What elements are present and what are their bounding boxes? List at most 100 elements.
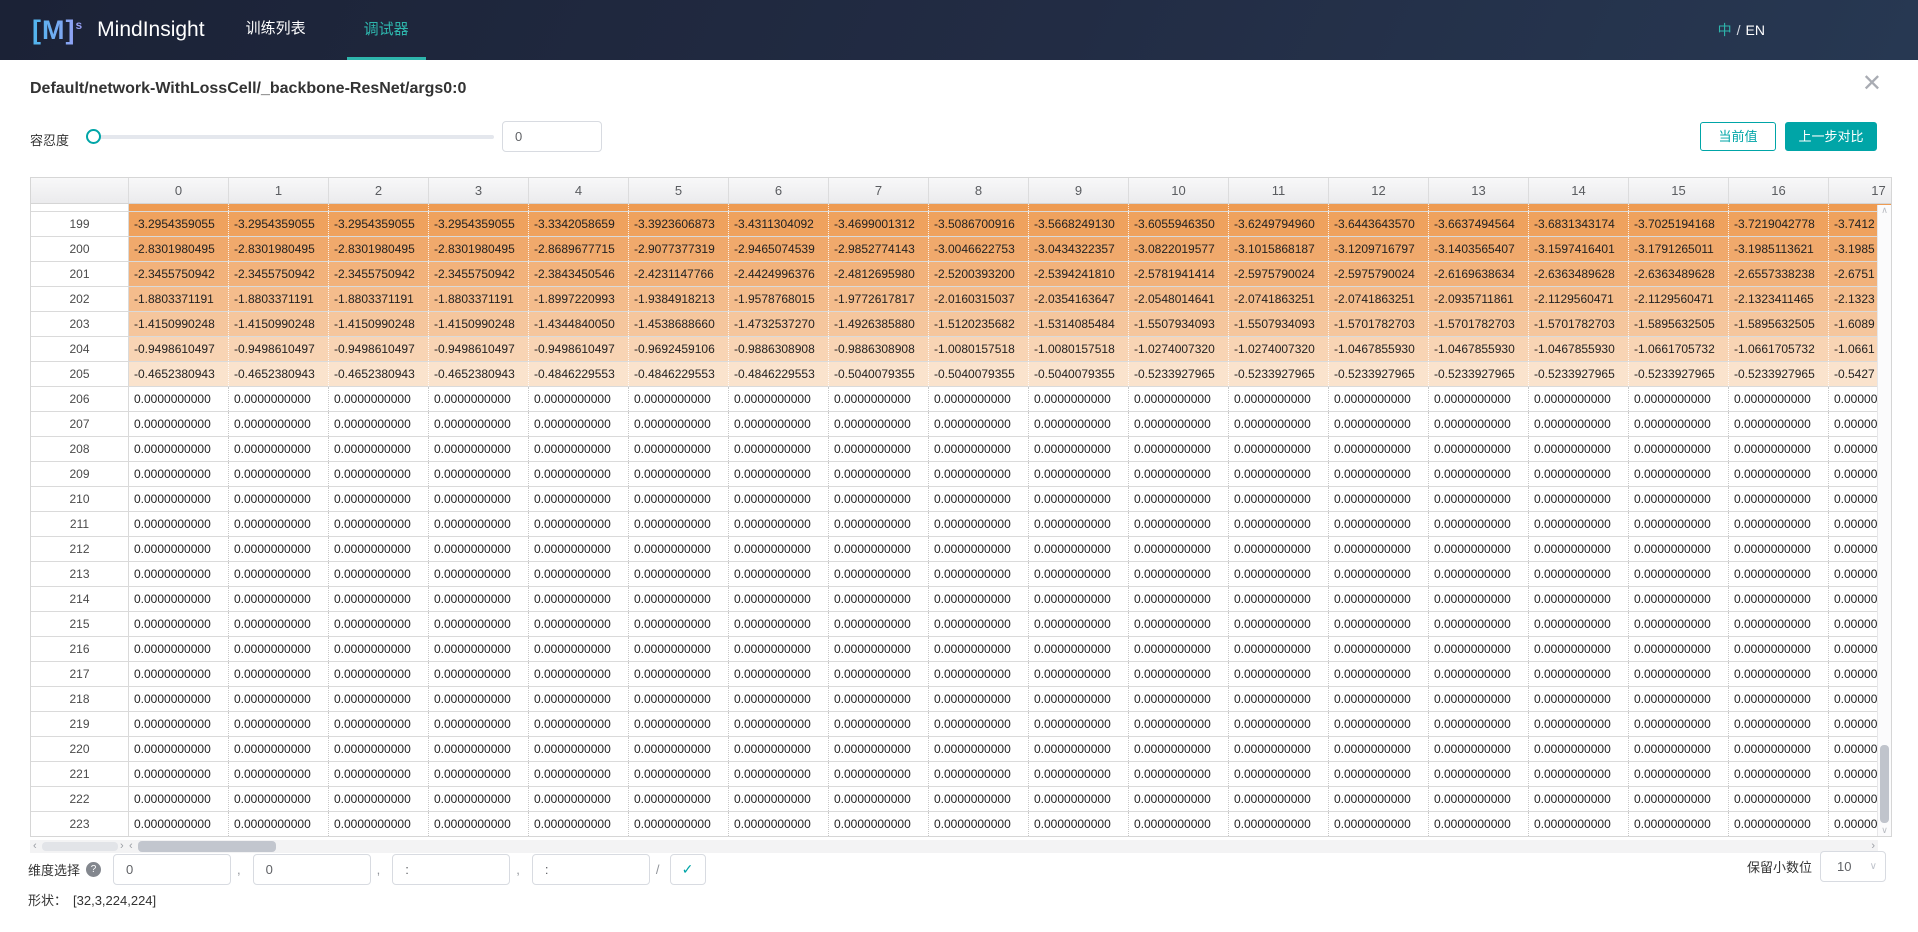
- tensor-cell: 0.0000000000: [1129, 512, 1229, 536]
- tensor-cell: -3.0822019577: [1129, 237, 1229, 261]
- tensor-cell: -0.9498610497: [329, 337, 429, 361]
- scroll-down-icon[interactable]: ∨: [1881, 825, 1888, 835]
- dimension-separator: ,: [237, 862, 241, 877]
- dimension-selection: 维度选择 ? , , , / ✓: [28, 854, 706, 885]
- tensor-cell: 0.0000000000: [1329, 787, 1429, 811]
- header-column-scrollbar-thumb[interactable]: [42, 842, 118, 851]
- decimal-places-select[interactable]: 10 ∨: [1820, 851, 1886, 882]
- language-switch[interactable]: 中 / EN: [1718, 20, 1765, 40]
- tensor-cell: -0.4652380943: [429, 362, 529, 386]
- horizontal-scrollbar[interactable]: ‹ › ‹ ›: [30, 840, 1878, 853]
- horizontal-scrollbar-thumb[interactable]: [138, 841, 276, 852]
- tensor-cell: 0.0000000000: [229, 737, 329, 761]
- dimension-separator: /: [655, 862, 660, 877]
- tensor-cell: 0.0000000000: [129, 562, 229, 586]
- slider-track[interactable]: [90, 135, 494, 139]
- tensor-cell: 0.0000000000: [629, 437, 729, 461]
- tensor-cell: 0.0000000000: [1529, 462, 1629, 486]
- tensor-cell: 0.0000000000: [129, 687, 229, 711]
- tensor-cell: 0.0000000000: [1529, 812, 1629, 836]
- tensor-cell: -2.6363489628: [1529, 262, 1629, 286]
- column-header: 6: [729, 178, 829, 203]
- dimension-selection-label: 维度选择: [28, 863, 81, 878]
- scroll-left-icon[interactable]: ‹: [33, 840, 37, 852]
- tensor-cell: -3.2954359055: [129, 212, 229, 236]
- vertical-scrollbar[interactable]: ∧ ∨: [1877, 205, 1891, 836]
- tensor-cell: 0.0000000000: [1729, 512, 1829, 536]
- row-header: 200: [31, 237, 129, 261]
- tensor-cell: 0.0000000000: [1629, 387, 1729, 411]
- dimension-input-2[interactable]: [392, 854, 511, 885]
- tensor-cell: 0.0000000000: [1629, 712, 1729, 736]
- tolerance-slider[interactable]: [86, 129, 494, 145]
- column-header: 14: [1529, 178, 1629, 203]
- scroll-left-icon[interactable]: ‹: [129, 840, 133, 852]
- tensor-cell: 0.0000000000: [129, 437, 229, 461]
- tensor-cell: 0.0000000000: [429, 412, 529, 436]
- scroll-up-icon[interactable]: ∧: [1881, 205, 1888, 215]
- slider-handle[interactable]: [86, 129, 101, 144]
- tensor-cell: 0.0000000000: [829, 437, 929, 461]
- lang-en[interactable]: EN: [1745, 22, 1765, 38]
- table-row: 210 0.0000000000 0.0000000000 0.0000000000 0…: [31, 487, 1891, 512]
- tensor-cell: 0.0000000000: [929, 737, 1029, 761]
- tab-debugger[interactable]: 调试器: [346, 0, 426, 60]
- column-header: 11: [1229, 178, 1329, 203]
- tensor-cell: -1.4732537270: [729, 312, 829, 336]
- tensor-cell: 0.0000000000: [1329, 562, 1429, 586]
- scroll-right-icon[interactable]: ›: [120, 840, 124, 852]
- apply-dimension-button[interactable]: ✓: [669, 854, 706, 885]
- tab-training-list[interactable]: 训练列表: [245, 20, 306, 37]
- tensor-cell: 0.0000000000: [1629, 612, 1729, 636]
- tensor-cell: 0.0000000000: [229, 662, 329, 686]
- tensor-cell: 0.0000000000: [729, 387, 829, 411]
- tensor-cell: -2.1129560471: [1629, 287, 1729, 311]
- tensor-cell: 0.0000000000: [1629, 662, 1729, 686]
- dimension-input-3[interactable]: [531, 854, 650, 885]
- tensor-cell: 0.0000000000: [1129, 612, 1229, 636]
- tensor-cell: 0.0000000000: [1129, 437, 1229, 461]
- tensor-cell: -1.0467855930: [1529, 337, 1629, 361]
- tensor-cell: -2.3843450546: [529, 262, 629, 286]
- table-row: 203 -1.4150990248 -1.4150990248 -1.41509902…: [31, 312, 1891, 337]
- decimal-places-value: 10: [1837, 859, 1852, 874]
- lang-zh[interactable]: 中: [1717, 22, 1732, 38]
- tensor-cell: -1.5507934093: [1129, 312, 1229, 336]
- tolerance-input[interactable]: [502, 121, 602, 152]
- scroll-right-icon[interactable]: ›: [1871, 840, 1875, 852]
- previous-step-compare-button[interactable]: 上一步对比: [1785, 122, 1877, 151]
- dimension-input-0[interactable]: [113, 854, 232, 885]
- tensor-cell: 0.0000000000: [729, 687, 829, 711]
- tensor-cell: 0.0000000000: [1629, 462, 1729, 486]
- tensor-cell: 0.0000000000: [1129, 487, 1229, 511]
- tensor-cell: [329, 204, 429, 211]
- tensor-cell: 0.0000000000: [929, 437, 1029, 461]
- tensor-cell: -0.5233927965: [1329, 362, 1429, 386]
- tensor-node-title: Default/network-WithLossCell/_backbone-R…: [30, 80, 467, 97]
- tensor-cell: 0.0000000000: [729, 512, 829, 536]
- tensor-cell: 0.0000000000: [1629, 737, 1729, 761]
- tensor-cell: 0.0000000000: [729, 412, 829, 436]
- tensor-cell: -2.5975790024: [1329, 262, 1429, 286]
- tensor-cell: -3.1597416401: [1529, 237, 1629, 261]
- tensor-cell: -1.5120235682: [929, 312, 1029, 336]
- tensor-cell: 0.0000000000: [1329, 462, 1429, 486]
- decimal-places-control: 保留小数位 10 ∨: [1747, 851, 1886, 882]
- column-header: 2: [329, 178, 429, 203]
- tensor-cell: 0.0000000000: [1629, 412, 1729, 436]
- vertical-scrollbar-thumb[interactable]: [1880, 745, 1889, 823]
- tensor-cell: 0.0000000000: [1429, 612, 1529, 636]
- tensor-cell: 0.0000000000: [1129, 762, 1229, 786]
- tensor-cell: 0.0000000000: [929, 812, 1029, 836]
- tensor-cell: 0.0000000000: [1029, 437, 1129, 461]
- help-icon[interactable]: ?: [86, 862, 102, 877]
- dimension-input-1[interactable]: [252, 854, 371, 885]
- tensor-cell: 0.0000000000: [929, 387, 1029, 411]
- tensor-cell: 0.0000000000: [1029, 512, 1129, 536]
- tensor-cell: 0.0000000000: [929, 612, 1029, 636]
- close-icon[interactable]: ✕: [1861, 70, 1882, 97]
- tensor-cell: -2.6557338238: [1729, 262, 1829, 286]
- tensor-cell: [429, 204, 529, 211]
- column-header: 13: [1429, 178, 1529, 203]
- current-value-button[interactable]: 当前值: [1700, 122, 1776, 151]
